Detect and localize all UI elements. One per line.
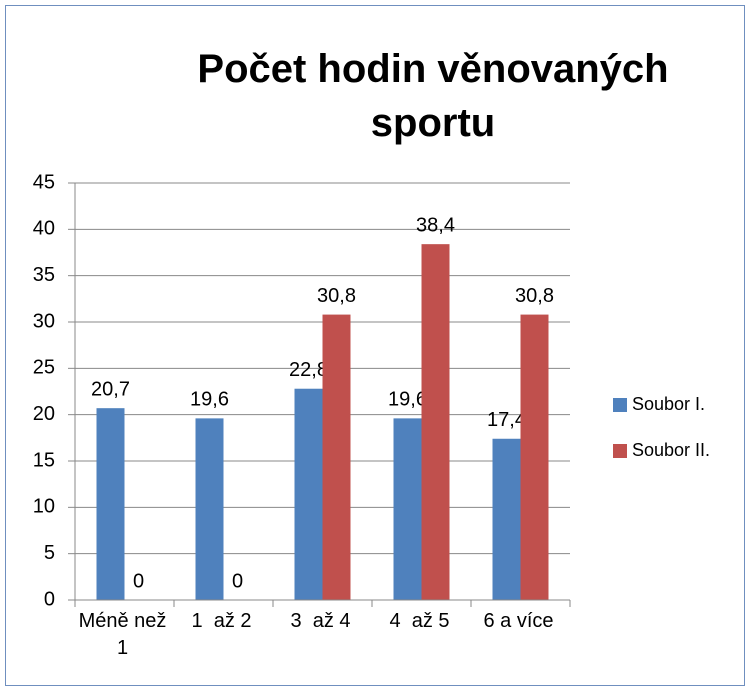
y-tick-label: 15 (33, 449, 55, 471)
bar (322, 314, 351, 600)
data-label: 0 (133, 570, 144, 592)
data-label: 20,7 (91, 378, 130, 400)
y-tick-label: 20 (33, 403, 55, 425)
y-tick-label: 30 (33, 310, 55, 332)
bar (421, 244, 450, 600)
data-label: 38,4 (416, 214, 455, 236)
legend-swatch (613, 444, 627, 458)
y-tick-label: 25 (33, 357, 55, 379)
bar (492, 438, 521, 600)
data-label: 22,8 (289, 359, 328, 381)
x-tick-label: 6 a více (483, 610, 554, 632)
bar (96, 408, 125, 600)
bar (393, 418, 422, 600)
x-tick-label: Méně než 1 (78, 610, 172, 659)
data-label: 17,4 (487, 409, 526, 431)
y-tick-label: 5 (44, 542, 55, 564)
bar (520, 314, 549, 600)
legend-label: Soubor II. (632, 440, 710, 460)
bar (195, 418, 224, 600)
data-label: 19,6 (190, 389, 229, 411)
x-tick-label: 4 až 5 (389, 610, 450, 632)
x-tick-label: 1 až 2 (191, 610, 252, 632)
data-label: 19,6 (388, 389, 427, 411)
chart-title: Počet hodin věnovaných sportu (197, 47, 669, 145)
y-tick-label: 45 (33, 171, 55, 193)
y-tick-label: 10 (33, 496, 55, 518)
data-label: 0 (232, 570, 243, 592)
y-tick-label: 40 (33, 218, 55, 240)
y-tick-label: 0 (44, 588, 55, 610)
data-label: 30,8 (515, 285, 554, 307)
x-tick-label: 3 až 4 (290, 610, 351, 632)
bar (294, 388, 323, 600)
legend-label: Soubor I. (632, 394, 705, 414)
data-label: 30,8 (317, 285, 356, 307)
frame (5, 5, 745, 686)
legend-swatch (613, 398, 627, 412)
y-tick-label: 35 (33, 264, 55, 286)
